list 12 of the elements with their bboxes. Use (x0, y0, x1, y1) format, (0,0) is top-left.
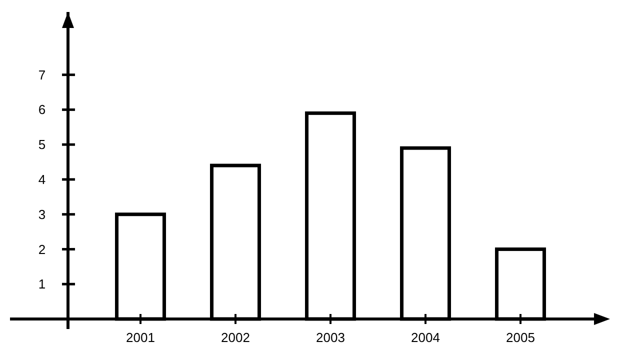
x-tick-label: 2001 (126, 330, 155, 345)
x-tick-label: 2003 (316, 330, 345, 345)
y-tick-label: 3 (38, 206, 46, 222)
x-tick-label: 2005 (506, 330, 535, 345)
y-tick-label: 4 (38, 172, 46, 188)
y-tick-label: 1 (38, 276, 46, 292)
x-tick-label: 2002 (221, 330, 250, 345)
y-tick-label: 7 (38, 67, 46, 82)
y-tick-label: 5 (38, 137, 46, 152)
y-tick-label: 6 (38, 102, 46, 118)
x-tick-label: 2004 (411, 330, 440, 345)
y-tick-label: 2 (38, 242, 46, 257)
